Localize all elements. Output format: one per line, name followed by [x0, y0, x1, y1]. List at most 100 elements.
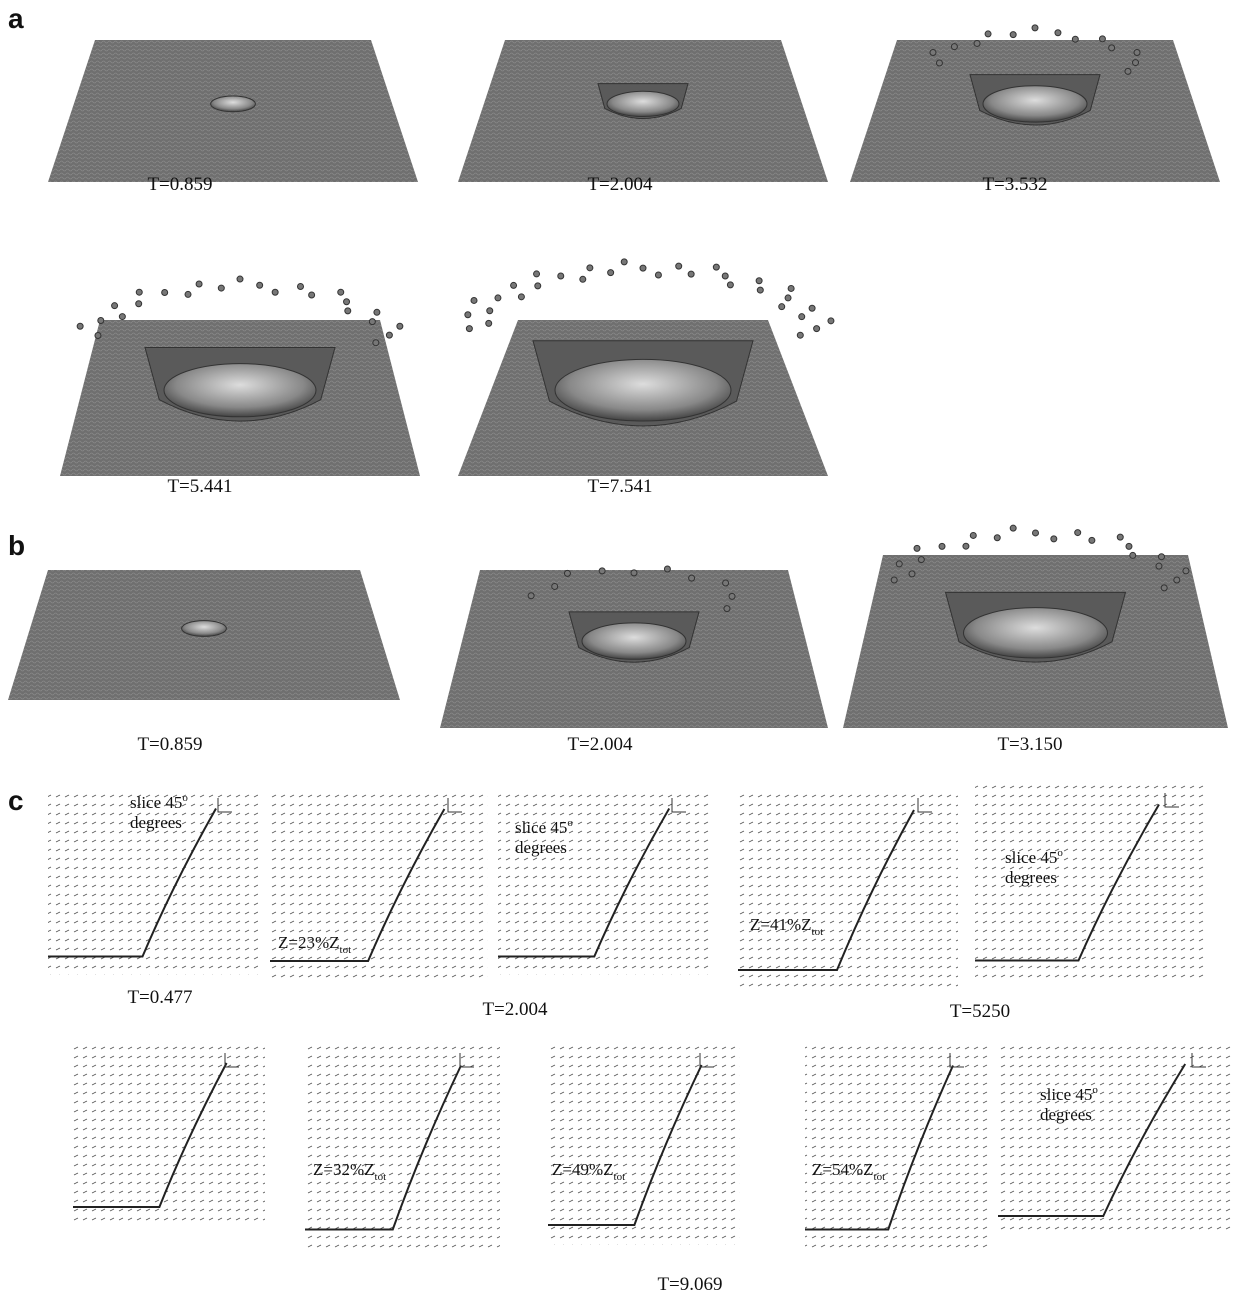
droplet [344, 299, 350, 305]
vector-plot [73, 1045, 265, 1225]
slice-annotation: degrees [130, 813, 182, 832]
surface-render [8, 570, 400, 700]
droplet [891, 577, 897, 583]
droplet [465, 312, 471, 318]
droplet [723, 580, 729, 586]
crater [582, 623, 686, 659]
droplet [756, 278, 762, 284]
time-label: T=3.532 [982, 174, 1047, 195]
droplet [939, 543, 945, 549]
droplet [136, 289, 142, 295]
droplet [909, 571, 915, 577]
droplet [495, 295, 501, 301]
z-text: Z=23%Z [278, 933, 340, 952]
vector-plot [805, 1045, 990, 1250]
surface-render [48, 40, 418, 182]
time-label: T=2.004 [587, 174, 653, 195]
droplet [309, 292, 315, 298]
droplet [552, 583, 558, 589]
droplet [1010, 32, 1016, 38]
droplet [1075, 530, 1081, 536]
droplet [486, 320, 492, 326]
droplet [534, 271, 540, 277]
z-sub: tot [812, 926, 824, 938]
droplet [1117, 534, 1123, 540]
droplet [655, 272, 661, 278]
droplet [799, 314, 805, 320]
panel-label: b [8, 530, 25, 561]
z-text: Z=54%Z [812, 1160, 874, 1179]
droplet [487, 308, 493, 314]
droplet [112, 303, 118, 309]
droplet [1158, 554, 1164, 560]
droplet [797, 332, 803, 338]
slice-annotation: slice 45o [1040, 1084, 1098, 1104]
surface-render [843, 525, 1228, 728]
droplet [664, 566, 670, 572]
droplet [970, 532, 976, 538]
z-sub: tot [614, 1171, 626, 1183]
z-text: Z=49%Z [552, 1160, 614, 1179]
time-label: T=7.541 [587, 476, 652, 497]
droplet [676, 263, 682, 269]
droplet [185, 291, 191, 297]
surface-render [850, 25, 1220, 182]
crater [211, 96, 256, 112]
droplet [688, 271, 694, 277]
droplet [951, 44, 957, 50]
droplet [621, 259, 627, 265]
droplet [558, 273, 564, 279]
droplet [1174, 577, 1180, 583]
droplet [196, 281, 202, 287]
droplet [345, 308, 351, 314]
droplet [1099, 36, 1105, 42]
droplet [237, 276, 243, 282]
slice-annotation: degrees [1005, 868, 1057, 887]
time-label: T=9.069 [657, 1274, 722, 1295]
droplet [95, 333, 101, 339]
droplet [1125, 68, 1131, 74]
droplet [119, 314, 125, 320]
droplet [471, 297, 477, 303]
droplet [914, 545, 920, 551]
time-label: T=0.477 [127, 987, 192, 1008]
droplet [930, 50, 936, 56]
droplet [689, 575, 695, 581]
droplet [1033, 530, 1039, 536]
droplet [814, 326, 820, 332]
vector-plot [305, 1045, 500, 1250]
plot-area [738, 790, 958, 990]
vector-plot [998, 1045, 1232, 1235]
slice-annotation: degrees [1040, 1105, 1092, 1124]
droplet [374, 309, 380, 315]
slice-text: slice 45 [515, 818, 567, 837]
slice-sup: o [1092, 1084, 1098, 1096]
slice-sup: o [567, 817, 573, 829]
droplet [1161, 585, 1167, 591]
panel-label: a [8, 3, 24, 34]
droplet [528, 593, 534, 599]
plot-area [73, 1045, 265, 1225]
droplet [1089, 537, 1095, 543]
z-sub: tot [340, 944, 352, 956]
droplet [828, 318, 834, 324]
droplet [1183, 568, 1189, 574]
droplet [779, 304, 785, 310]
droplet [918, 557, 924, 563]
droplet [386, 332, 392, 338]
droplet [974, 40, 980, 46]
droplet [373, 340, 379, 346]
crater [555, 359, 731, 421]
droplet [724, 606, 730, 612]
droplet [1010, 525, 1016, 531]
droplet [580, 276, 586, 282]
droplet [518, 294, 524, 300]
slice-text: slice 45 [1005, 848, 1057, 867]
droplet [297, 284, 303, 290]
droplet [1109, 45, 1115, 51]
droplet [936, 60, 942, 66]
droplet [599, 568, 605, 574]
time-label: T=2.004 [567, 734, 633, 755]
figure: abcT=0.859T=2.004T=3.532T=5.441T=7.541T=… [0, 0, 1244, 1297]
